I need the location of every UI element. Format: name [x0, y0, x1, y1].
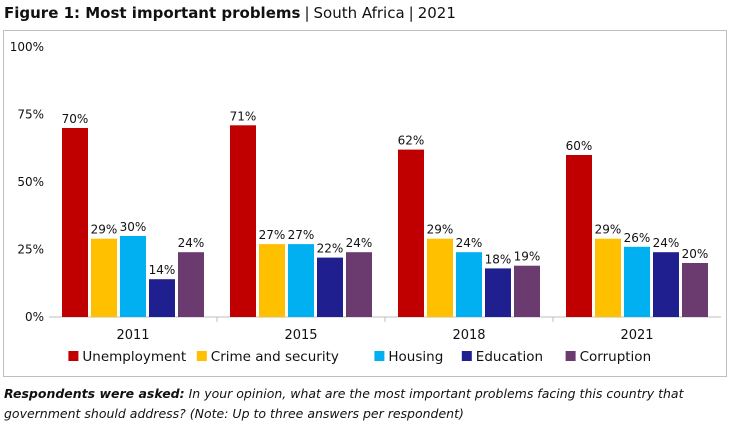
bar-chart: 0%25%50%75%100%70%29% 30%14%24%201171%27%… — [10, 40, 721, 365]
data-label: 20% — [682, 247, 709, 261]
bar — [149, 279, 175, 317]
footnote-question-label: Respondents were asked: — [4, 386, 185, 401]
y-tick-label: 0% — [25, 310, 44, 324]
data-label: 27% — [259, 228, 286, 242]
bar — [230, 125, 256, 317]
bar — [485, 268, 511, 317]
bar — [653, 252, 679, 317]
figure-title: Figure 1: Most important problems | South … — [4, 4, 456, 22]
data-label: 70% — [62, 112, 89, 126]
bar — [427, 238, 453, 317]
title-separator: | — [304, 4, 310, 22]
bar — [62, 128, 88, 317]
bar — [682, 263, 708, 317]
bar — [288, 244, 314, 317]
data-label: 24% — [346, 236, 373, 250]
data-label: 29% — [91, 223, 118, 237]
data-label: 24% — [653, 236, 680, 250]
bar — [624, 246, 650, 317]
data-label: 30% — [120, 220, 147, 234]
legend-label: Education — [476, 349, 543, 365]
data-label: 29% — [427, 223, 454, 237]
y-tick-label: 50% — [17, 175, 44, 189]
data-label: 24% — [178, 236, 205, 250]
bar — [346, 252, 372, 317]
bar — [398, 149, 424, 317]
bar — [91, 238, 117, 317]
legend-swatch — [374, 351, 385, 361]
data-label: 60% — [566, 139, 593, 153]
legend-label: Crime and security — [211, 349, 339, 365]
data-label: 29% — [595, 223, 622, 237]
data-label: 19% — [514, 250, 541, 264]
data-label: 24% — [456, 236, 483, 250]
legend-swatch — [196, 351, 207, 361]
data-label: 22% — [317, 242, 344, 256]
figure-title-label: Figure 1: Most important problems — [4, 4, 301, 22]
bar — [595, 238, 621, 317]
bar — [566, 155, 592, 317]
footnote-question-text: In your opinion, what are the most impor… — [4, 386, 684, 421]
data-label: 62% — [398, 134, 425, 148]
x-tick-label: 2021 — [620, 328, 653, 343]
y-tick-label: 100% — [10, 40, 44, 54]
y-tick-label: 75% — [17, 108, 44, 122]
x-tick-label: 2011 — [116, 328, 149, 343]
figure-year: 2021 — [417, 4, 456, 22]
bar — [120, 236, 146, 317]
chart-frame: 0% 25% 50% 75% 100% 70% 29% 30% 14% 24% 2011 71% 27%… — [3, 30, 727, 377]
legend-swatch — [565, 351, 576, 361]
legend-swatch — [68, 351, 79, 361]
footnote: Respondents were asked: In your opinion,… — [4, 384, 728, 424]
bar — [178, 252, 204, 317]
data-label: 26% — [624, 231, 651, 245]
figure-country: South Africa — [313, 4, 405, 22]
legend-label: Unemployment — [82, 349, 186, 365]
data-label: 27% — [288, 228, 315, 242]
x-tick-label: 2018 — [452, 328, 485, 343]
legend-swatch — [461, 351, 472, 361]
bar — [259, 244, 285, 317]
data-label: 71% — [230, 109, 257, 123]
x-tick-label: 2015 — [284, 328, 317, 343]
y-tick-label: 25% — [17, 243, 44, 257]
data-label: 18% — [485, 252, 512, 266]
legend-label: Housing — [388, 349, 443, 365]
bar — [317, 257, 343, 317]
legend-label: Corruption — [580, 349, 652, 365]
bar — [514, 265, 540, 317]
data-label: 14% — [149, 263, 176, 277]
bar — [456, 252, 482, 317]
title-separator: | — [408, 4, 414, 22]
